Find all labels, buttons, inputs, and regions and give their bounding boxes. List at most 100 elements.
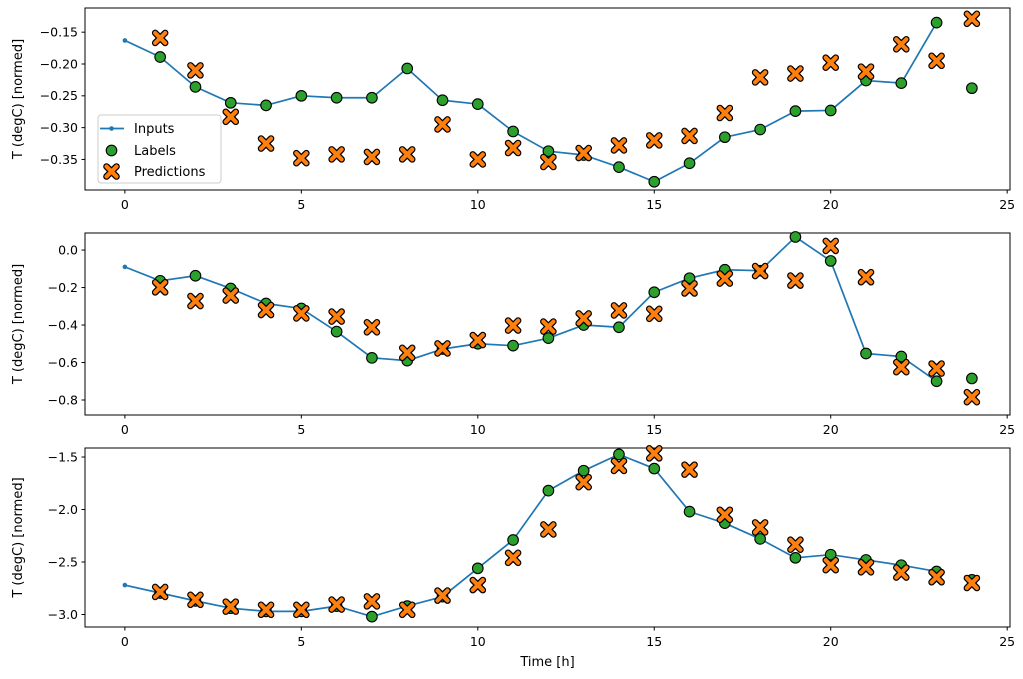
x-tick-label: 25: [999, 422, 1015, 437]
x-tick-label: 15: [646, 634, 662, 649]
label-circle-marker: [366, 610, 378, 623]
x-axis-title: Time [h]: [519, 655, 574, 670]
y-tick-label: −0.30: [40, 120, 78, 135]
prediction-x-marker: [823, 55, 838, 70]
legend-item-label: Predictions: [134, 165, 206, 180]
x-tick-label: 25: [999, 634, 1015, 649]
predictions-series: [151, 237, 981, 406]
prediction-x-marker: [329, 597, 344, 612]
input-dot-marker: [122, 264, 128, 270]
prediction-x-marker: [717, 271, 732, 286]
label-circle-marker: [330, 325, 343, 338]
prediction-x-marker: [717, 507, 732, 522]
y-axis-title: T (degC) [normed]: [11, 477, 26, 598]
inputs-series: [122, 20, 939, 185]
prediction-x-marker: [153, 584, 168, 599]
predictions-series: [151, 10, 981, 171]
prediction-x-marker: [717, 105, 732, 121]
label-circle-marker: [542, 145, 555, 158]
axes-frame: [84, 232, 1011, 416]
label-circle-marker: [224, 96, 237, 109]
label-circle-marker: [507, 339, 519, 352]
label-circle-marker: [718, 131, 731, 144]
prediction-x-marker: [753, 70, 768, 85]
x-axis: 0 5 10 15 20 25: [121, 627, 1015, 649]
x-tick-label: 20: [823, 634, 839, 649]
label-circle-marker: [295, 89, 308, 102]
y-tick-label: −3.0: [48, 607, 78, 622]
prediction-x-marker: [435, 117, 450, 132]
prediction-x-marker: [294, 151, 309, 166]
label-circle-marker: [683, 157, 696, 170]
prediction-x-marker: [329, 147, 344, 162]
prediction-x-marker: [541, 154, 556, 170]
legend: Inputs Labels Predictions: [97, 114, 222, 184]
label-circle-marker: [507, 125, 519, 138]
label-circle-marker: [542, 332, 555, 345]
y-tick-label: −0.2: [48, 280, 78, 295]
x-tick-label: 5: [297, 197, 305, 212]
prediction-x-marker: [647, 446, 662, 461]
x-tick-label: 15: [646, 422, 662, 437]
prediction-x-marker: [611, 138, 627, 153]
prediction-x-marker: [894, 565, 909, 580]
label-circle-marker: [930, 16, 943, 29]
inputs-series: [122, 452, 939, 619]
label-circle-marker: [930, 375, 943, 388]
inputs-line: [124, 22, 938, 183]
legend-item-label: Inputs: [134, 122, 175, 137]
prediction-x-marker: [258, 602, 274, 617]
y-tick-label: −0.8: [48, 392, 78, 407]
label-circle-marker: [471, 562, 484, 575]
prediction-x-marker: [188, 592, 203, 607]
prediction-x-marker: [929, 53, 944, 68]
predictions-series: [151, 445, 981, 619]
prediction-x-marker: [753, 520, 768, 535]
prediction-x-marker: [682, 128, 697, 143]
label-circle-marker: [754, 533, 766, 545]
label-circle-marker: [648, 286, 661, 299]
prediction-x-marker: [506, 318, 521, 333]
subplot-1: −0.15 −0.20 −0.25 −0.30 −0.35 0 5 10 15 20 25 T (de…: [11, 7, 1015, 212]
prediction-x-marker: [188, 293, 203, 309]
y-tick-label: −0.6: [48, 355, 78, 370]
y-axis: 0.0 −0.2 −0.4 −0.6 −0.8: [48, 242, 85, 407]
label-circle-marker: [648, 175, 661, 188]
x-tick-label: 20: [823, 197, 839, 212]
label-circle-marker: [366, 351, 378, 364]
y-tick-label: −0.15: [40, 24, 78, 39]
x-tick-label: 0: [121, 422, 129, 437]
x-tick-label: 15: [646, 197, 662, 212]
prediction-x-marker: [647, 306, 662, 321]
prediction-x-marker: [223, 109, 238, 124]
prediction-x-marker: [823, 558, 838, 573]
label-circle-marker: [401, 62, 414, 75]
y-tick-label: −0.20: [40, 56, 78, 71]
prediction-x-marker: [470, 152, 485, 167]
prediction-x-marker: [753, 263, 768, 279]
x-axis: 0 5 10 15 20 25: [121, 415, 1015, 437]
prediction-x-marker: [400, 345, 415, 360]
prediction-x-marker: [647, 133, 662, 148]
y-axis-title: T (degC) [normed]: [11, 264, 26, 385]
prediction-x-marker: [294, 306, 309, 321]
prediction-x-marker: [682, 462, 697, 477]
x-tick-label: 10: [470, 422, 486, 437]
label-circle-marker: [824, 255, 837, 267]
prediction-x-marker: [188, 63, 203, 78]
label-circle-marker: [860, 347, 872, 360]
prediction-x-marker: [929, 570, 944, 585]
prediction-x-marker: [104, 164, 119, 179]
prediction-x-marker: [929, 361, 944, 376]
y-tick-label: −2.5: [48, 554, 78, 569]
y-tick-label: −0.35: [40, 152, 78, 167]
label-circle-marker: [966, 82, 978, 95]
prediction-x-marker: [223, 599, 238, 614]
label-circle-marker: [366, 91, 378, 104]
label-circle-marker: [824, 548, 837, 561]
legend-item-label: Labels: [134, 144, 176, 159]
prediction-x-marker: [858, 560, 874, 575]
prediction-x-marker: [506, 140, 521, 156]
